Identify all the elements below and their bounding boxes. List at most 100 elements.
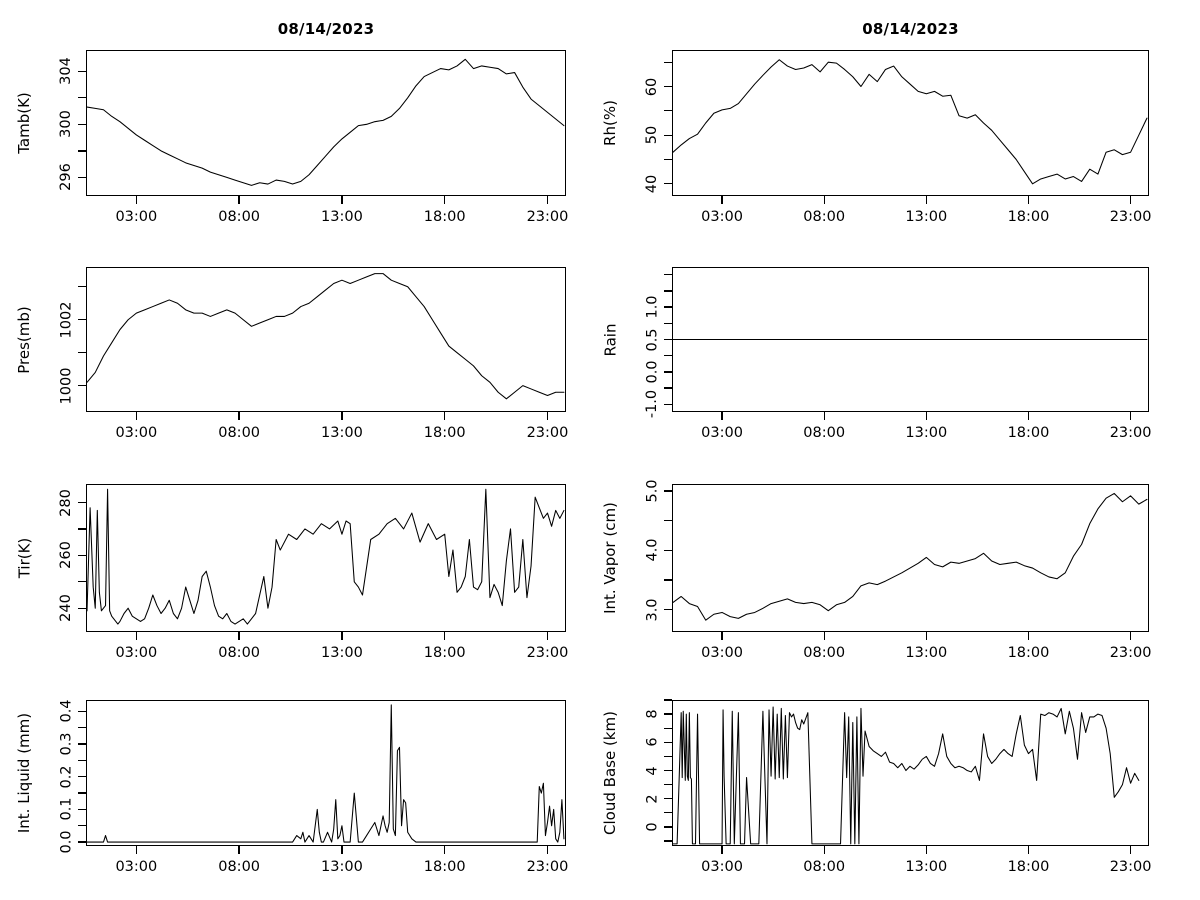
plot-box-int-liquid [86, 700, 566, 846]
y-tick-mark [664, 371, 672, 373]
y-tick-mark [78, 792, 86, 794]
y-tick-mark [664, 520, 672, 522]
x-tick-mark [238, 196, 240, 204]
y-axis-label-cloud-base: Cloud Base (km) [600, 711, 619, 835]
y-tick-mark [664, 490, 672, 492]
x-tick-label: 08:00 [803, 859, 846, 875]
x-tick-mark [925, 196, 927, 204]
plot-box-cloud-base [672, 700, 1149, 846]
x-tick-mark [546, 846, 549, 854]
x-tick-mark [546, 412, 549, 420]
x-tick-label: 18:00 [1007, 859, 1050, 875]
series-line-rh [672, 59, 1148, 185]
series-line-int-liquid [86, 704, 565, 843]
x-tick-mark [444, 412, 446, 420]
x-tick-mark [721, 846, 723, 854]
x-tick-label: 18:00 [423, 209, 466, 225]
y-tick-mark [664, 549, 672, 551]
x-tick-label: 13:00 [905, 209, 948, 225]
series-line-tir [86, 488, 565, 625]
plot-box-int-vapor [672, 484, 1149, 632]
y-tick-mark [78, 743, 86, 745]
x-tick-mark [721, 196, 723, 204]
x-tick-mark [135, 412, 137, 420]
x-tick-mark [1129, 846, 1132, 854]
x-tick-label: 03:00 [701, 425, 743, 441]
x-tick-label: 13:00 [321, 425, 363, 441]
y-tick-mark [664, 85, 672, 88]
y-tick-mark [664, 134, 672, 136]
y-tick-mark [664, 741, 672, 743]
y-tick-mark [78, 97, 86, 99]
x-tick-mark [721, 632, 723, 640]
x-tick-label: 23:00 [1109, 425, 1152, 441]
y-tick-mark [78, 607, 86, 609]
y-tick-mark [664, 322, 672, 324]
y-tick-mark [78, 727, 86, 729]
x-tick-label: 18:00 [423, 645, 466, 661]
plot-box-rh [672, 50, 1149, 196]
x-tick-label: 03:00 [701, 645, 743, 661]
y-tick-mark [664, 355, 672, 357]
x-tick-mark [925, 846, 927, 854]
x-tick-mark [238, 632, 240, 640]
y-tick-label: 8 [644, 709, 661, 719]
y-tick-mark [78, 808, 86, 811]
x-tick-mark [823, 412, 825, 420]
x-tick-label: 13:00 [321, 645, 363, 661]
x-tick-label: 18:00 [1007, 425, 1050, 441]
x-tick-label: 18:00 [423, 859, 466, 875]
x-tick-mark [1027, 196, 1030, 204]
x-tick-label: 03:00 [115, 425, 158, 441]
y-tick-mark [78, 776, 86, 778]
x-tick-label: 23:00 [1109, 645, 1152, 661]
y-tick-label: 6 [644, 737, 661, 747]
x-tick-mark [135, 846, 137, 854]
y-tick-mark [664, 769, 672, 772]
x-tick-label: 23:00 [1109, 209, 1152, 225]
plot-box-tamb [86, 50, 566, 196]
y-tick-mark [664, 158, 672, 161]
y-tick-mark [78, 150, 86, 152]
x-tick-mark [546, 632, 549, 640]
x-tick-label: 13:00 [905, 425, 948, 441]
x-tick-label: 13:00 [905, 859, 948, 875]
x-tick-mark [1129, 412, 1132, 420]
x-tick-label: 18:00 [1007, 645, 1050, 661]
y-tick-mark [78, 70, 86, 72]
x-tick-mark [823, 632, 825, 640]
x-tick-label: 13:00 [905, 645, 948, 661]
x-tick-label: 03:00 [115, 859, 158, 875]
y-tick-mark [664, 798, 672, 800]
y-tick-mark [78, 286, 86, 288]
x-tick-mark [1027, 412, 1030, 420]
series-line-rain [672, 338, 1148, 341]
x-tick-label: 08:00 [218, 645, 261, 661]
x-tick-label: 23:00 [526, 859, 569, 875]
y-tick-mark [78, 352, 86, 354]
x-tick-label: 03:00 [701, 859, 743, 875]
x-tick-mark [341, 632, 343, 640]
y-tick-label: 0 [644, 822, 661, 832]
y-tick-mark [78, 528, 86, 530]
y-tick-mark [78, 123, 86, 125]
x-tick-label: 08:00 [803, 425, 846, 441]
x-tick-mark [546, 196, 549, 204]
x-tick-label: 03:00 [701, 209, 743, 225]
x-tick-mark [238, 412, 240, 420]
x-tick-mark [721, 412, 723, 420]
x-tick-label: 08:00 [803, 209, 846, 225]
y-tick-mark [78, 710, 86, 713]
x-tick-mark [341, 846, 343, 854]
y-tick-mark [664, 579, 672, 581]
x-tick-mark [341, 196, 343, 204]
y-tick-mark [664, 403, 672, 405]
y-tick-mark [664, 338, 672, 341]
y-tick-mark [78, 319, 86, 321]
x-tick-label: 03:00 [115, 645, 158, 661]
y-tick-mark [664, 306, 672, 308]
